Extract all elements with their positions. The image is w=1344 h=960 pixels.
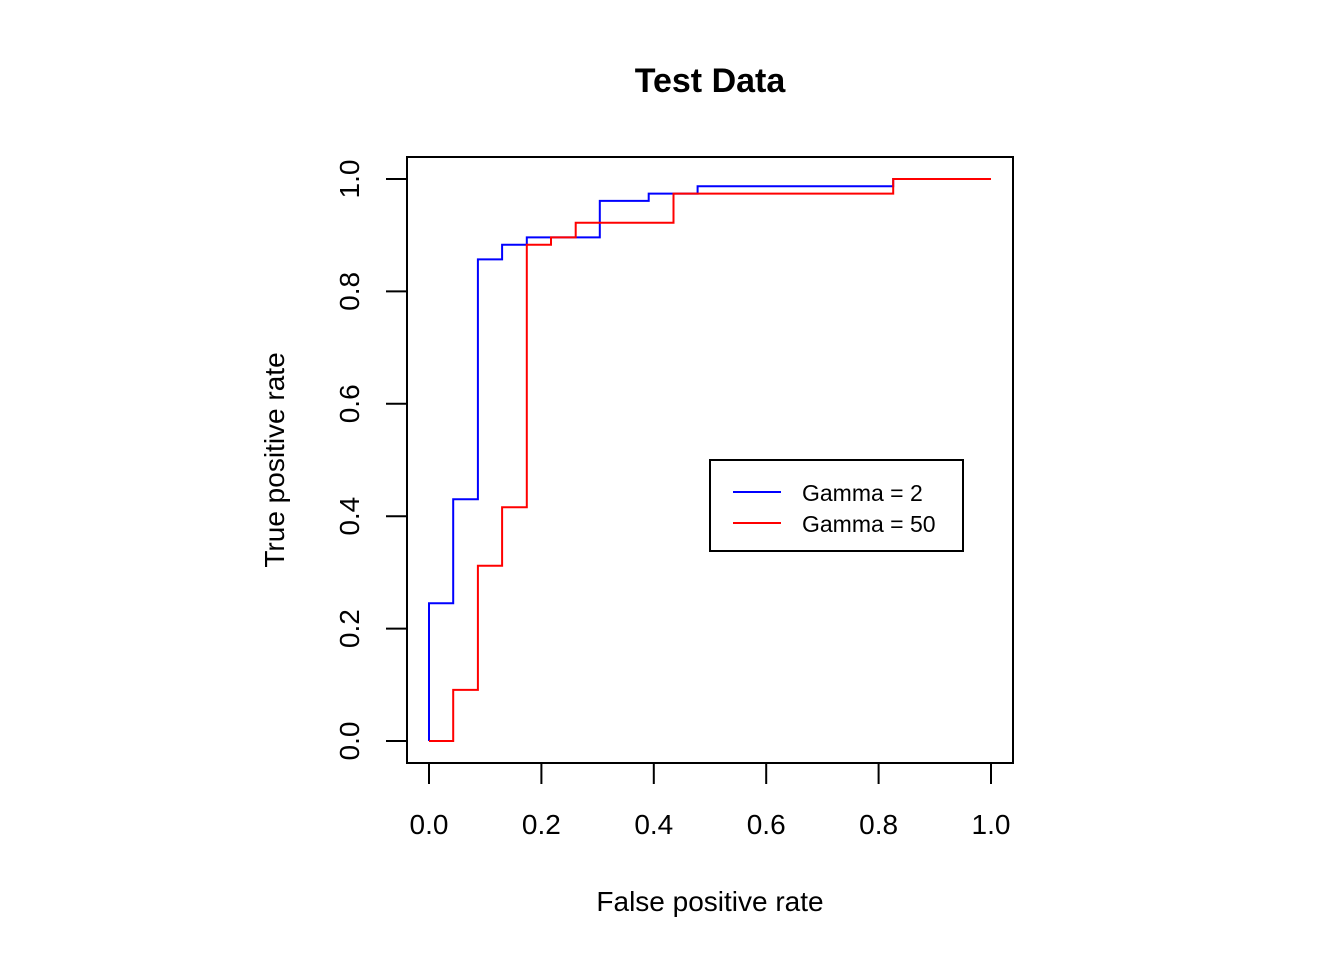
legend-box: [709, 459, 964, 552]
y-tick-label: 0.2: [334, 609, 365, 648]
x-tick-label: 1.0: [972, 809, 1011, 840]
y-axis: 0.0 0.2 0.4 0.6 0.8 1.0: [334, 160, 408, 761]
chart-title: Test Data: [635, 62, 787, 100]
y-tick-label: 0.0: [334, 722, 365, 761]
y-tick-label: 0.4: [334, 497, 365, 536]
series-line-1: [428, 178, 991, 741]
x-tick-label: 0.6: [747, 809, 786, 840]
legend: Gamma = 2 Gamma = 50: [709, 459, 964, 552]
x-tick-label: 0.2: [522, 809, 561, 840]
y-tick-label: 0.6: [334, 384, 365, 423]
legend-label-1: Gamma = 2: [802, 480, 923, 506]
y-tick-label: 0.8: [334, 272, 365, 311]
y-axis-label: True positive rate: [259, 352, 290, 567]
x-axis-label: False positive rate: [596, 886, 823, 917]
x-axis: 0.0 0.2 0.4 0.6 0.8 1.0: [410, 762, 1011, 840]
x-tick-label: 0.0: [410, 809, 449, 840]
series-layer: [428, 178, 991, 742]
y-tick-label: 1.0: [334, 160, 365, 199]
x-tick-label: 0.4: [634, 809, 673, 840]
x-tick-label: 0.8: [859, 809, 898, 840]
legend-label-2: Gamma = 50: [802, 511, 936, 537]
series-line-2: [429, 178, 991, 742]
